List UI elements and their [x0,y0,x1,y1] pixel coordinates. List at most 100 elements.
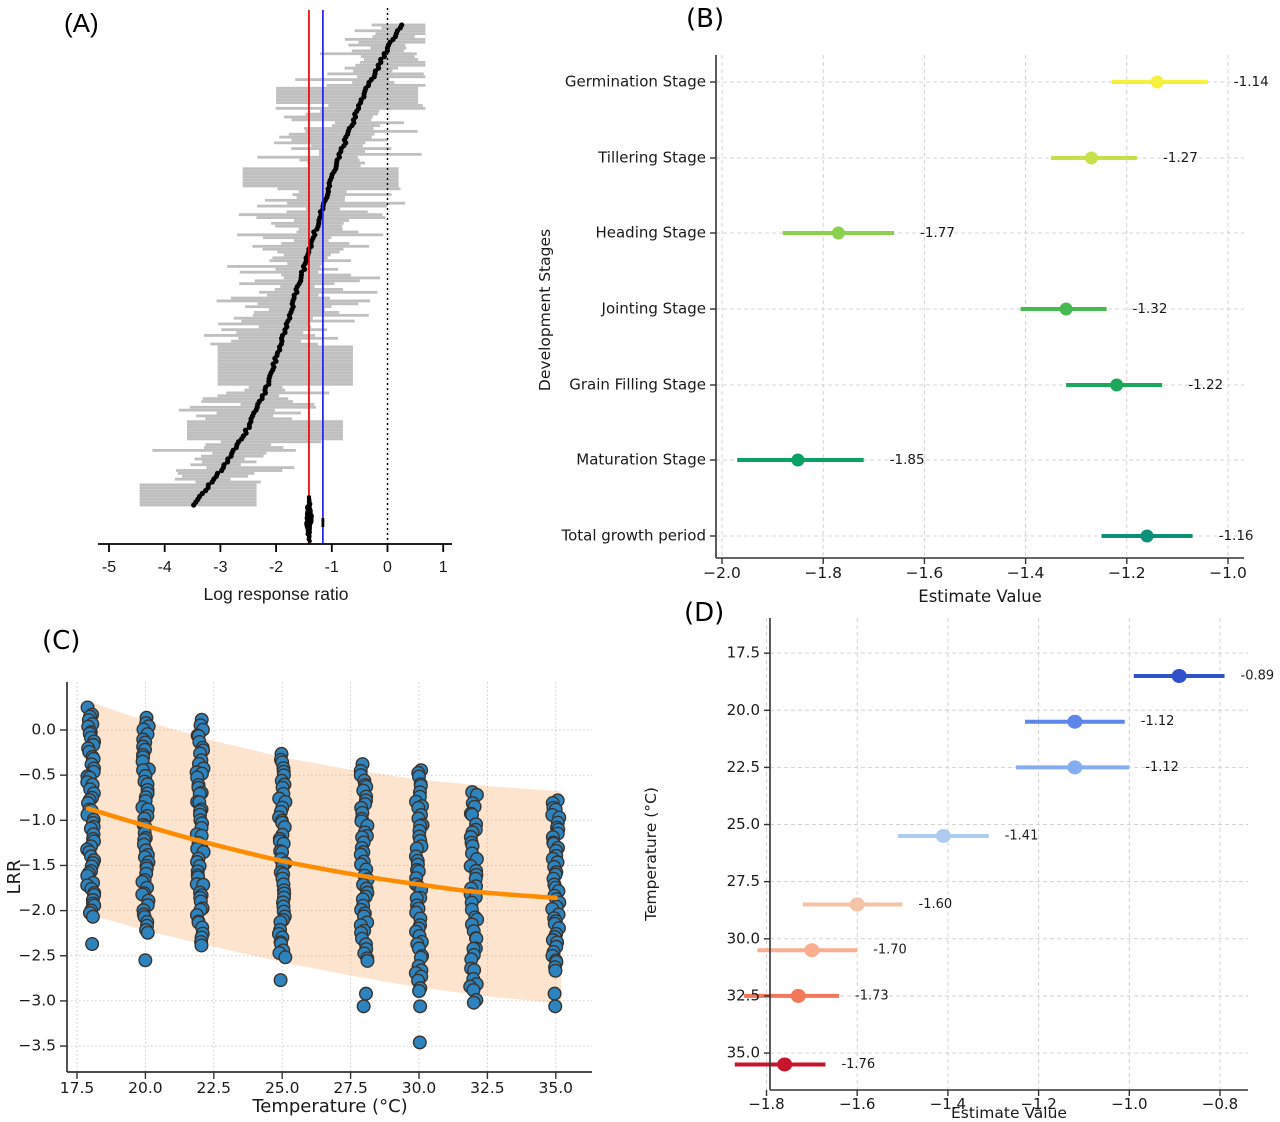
estimate-point [1067,760,1083,775]
x-tick-label: 27.5 [333,1079,368,1097]
x-axis-title: Estimate Value [951,1104,1067,1122]
panel-c-label: (C) [42,626,81,656]
summary-tick-mark [321,518,325,527]
estimate-point [791,453,805,467]
axes: Germination Stage Tillering Stage Heading … [536,55,1247,606]
estimate-point [777,1057,793,1072]
y-tick-label: −2.5 [18,946,56,964]
error-bars-and-points: -1.14 -1.27 -1.77 -1.32 -1.22 -1.85 -1.16 [737,74,1269,544]
x-tick-label: −1.4 [1007,564,1045,582]
confidence-band [87,701,562,1004]
axes: 17.5 20.0 22.5 25.0 27.5 30.0 32.5 35.0 0.0 −0.5 −… [4,682,592,1117]
estimate-value-label: -1.22 [1188,377,1223,393]
estimate-value-label: -1.32 [1133,301,1168,317]
x-tick-label: 30.0 [402,1079,437,1097]
y-tick-label: −1.5 [18,856,56,874]
estimate-value-label: -1.41 [1005,828,1039,843]
estimate-point [935,828,951,843]
x-axis-title: Log response ratio [204,584,349,604]
y-category-label: Grain Filling Stage [569,376,706,394]
reference-lines [308,8,389,544]
estimate-value-label: -1.27 [1163,150,1198,166]
x-tick-label: 0 [383,559,392,576]
y-axis-title: LRR [4,859,25,894]
grid [716,55,1244,558]
y-tick-label: 35.0 [727,1044,760,1062]
x-tick-label: 1 [439,559,448,576]
y-category-label: Jointing Stage [601,300,706,318]
y-category-label: Total growth period [560,527,706,545]
estimate-point [790,988,806,1003]
estimate-value-label: -1.16 [1219,528,1254,544]
estimate-value-label: -1.70 [873,943,907,958]
y-tick-label: 0.0 [31,721,56,739]
y-tick-label: 27.5 [727,872,760,890]
panel-c-lrr-temperature-scatter: 17.5 20.0 22.5 25.0 27.5 30.0 32.5 35.0 0.0 −0.5 −… [4,682,592,1117]
x-tick-label: 32.5 [470,1079,505,1097]
x-tick-label: -3 [213,559,227,576]
x-tick-label: −2.0 [703,564,741,582]
x-tick-label: -1 [325,559,339,576]
x-tick-label: -5 [102,559,116,576]
panel-d-label: (D) [684,598,725,628]
y-tick-label: 30.0 [727,929,760,947]
y-tick-label: 17.5 [727,644,760,662]
y-tick-label: −3.5 [18,1037,56,1055]
x-tick-label: −0.8 [1202,1095,1238,1113]
panel-b-stage-estimates-plot: -1.14-1.27-1.77-1.32-1.22-1.85-1.16Germi… [536,55,1269,606]
estimate-value-label: -1.12 [1141,714,1175,729]
y-tick-label: 20.0 [727,701,760,719]
regression-line [85,806,559,901]
confidence-interval-bars [139,23,426,507]
estimate-value-label: -1.12 [1145,760,1179,775]
panel-a-label: (A) [64,8,99,38]
estimate-point [1150,75,1164,89]
y-category-label: Heading Stage [595,224,706,242]
y-category-label: Tillering Stage [597,149,706,167]
estimate-value-label: -0.89 [1241,669,1275,684]
y-axis-title: Development Stages [536,229,554,391]
estimate-point [1084,151,1098,165]
estimate-point [1140,529,1154,543]
estimate-point [1067,714,1083,729]
y-tick-label: −3.0 [18,991,56,1009]
x-tick-label: −1.0 [1209,564,1247,582]
summary-estimate-cluster [304,494,325,544]
y-tick-label: −0.5 [18,766,56,784]
estimate-point [804,943,820,958]
x-tick-label: 22.5 [197,1079,232,1097]
x-tick-label: −1.2 [1108,564,1146,582]
x-tick-label: −1.8 [804,564,842,582]
y-axis-title: Temperature (°C) [642,787,660,922]
grid [67,682,592,1072]
scatter-points [80,700,567,1050]
x-tick-label: 17.5 [60,1079,95,1097]
estimate-value-label: -1.60 [919,897,953,912]
panel-b-label: (B) [686,4,725,34]
axes: 17.5 20.0 22.5 25.0 27.5 30.0 32.5 35.0 −1.8 −1.6… [642,618,1248,1122]
estimate-value-label: -1.77 [920,225,955,241]
x-tick-label: 25.0 [265,1079,300,1097]
grid [766,618,1248,1090]
x-tick-label: -4 [158,559,172,576]
x-tick-label: −1.6 [906,564,944,582]
panel-d-temperature-estimates-plot: -0.89 -1.12 -1.12 -1.41 -1.60 -1.70 -1.73 -1.76… [642,618,1275,1122]
estimate-value-label: -1.76 [841,1057,875,1072]
y-tick-label: 22.5 [727,758,760,776]
x-tick-label: −1.8 [748,1095,784,1113]
x-axis-title: Temperature (°C) [251,1096,407,1117]
x-tick-label: −1.6 [839,1095,875,1113]
x-axis: -5 -4 -3 -2 -1 0 1 Log response ratio [98,543,452,604]
estimate-point [831,226,845,240]
study-estimate-points [191,22,405,508]
error-bars-and-points: -0.89 -1.12 -1.12 -1.41 -1.60 -1.70 -1.73 -1.76 [734,669,1275,1072]
y-category-label: Germination Stage [565,73,706,91]
estimate-value-label: -1.85 [890,452,925,468]
estimate-value-label: -1.73 [855,988,889,1003]
x-tick-label: −1.2 [1020,1095,1056,1113]
x-tick-label: −1.4 [930,1095,966,1113]
y-tick-label: −1.0 [18,811,56,829]
estimate-point [849,897,865,912]
x-tick-label: 20.0 [128,1079,163,1097]
